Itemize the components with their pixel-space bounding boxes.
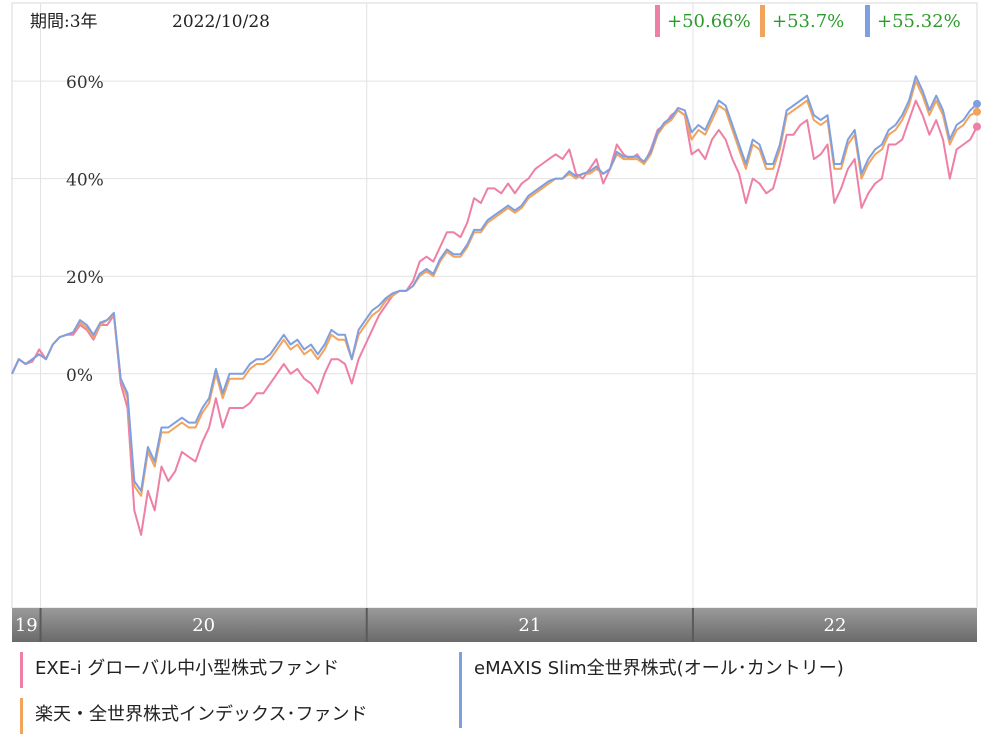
return-value: +50.66% bbox=[667, 11, 751, 32]
x-tick-label: 21 bbox=[518, 615, 541, 636]
x-axis-band-bg bbox=[12, 608, 977, 642]
legend-swatch bbox=[20, 698, 23, 734]
plot-border bbox=[11, 2, 978, 609]
series-line-0 bbox=[11, 99, 978, 536]
series-endpoint-1 bbox=[973, 107, 981, 116]
legend-swatch bbox=[20, 652, 23, 688]
grid bbox=[11, 2, 978, 609]
series-line-1 bbox=[11, 80, 978, 497]
y-axis: 60% 40% 20% 0% bbox=[66, 73, 104, 386]
legend-item-rakuten: 楽天・全世界株式インデックス･ファンド bbox=[20, 698, 367, 734]
return-swatch bbox=[865, 5, 870, 37]
legend-swatch bbox=[459, 652, 462, 728]
return-value: +53.7% bbox=[772, 11, 844, 32]
line-chart: 60% 40% 20% 0% 19 20 21 22 期間:3年 2022/10/28 +5… bbox=[11, 2, 981, 642]
series-endpoint-0 bbox=[973, 122, 981, 131]
y-tick-label: 40% bbox=[66, 171, 104, 191]
date-label: 2022/10/28 bbox=[172, 12, 270, 32]
x-tick-label: 19 bbox=[15, 615, 38, 636]
chart-area: 60% 40% 20% 0% 19 20 21 22 期間:3年 2022/10/28 +5… bbox=[11, 2, 981, 642]
series-group bbox=[11, 75, 981, 536]
y-tick-label: 0% bbox=[66, 366, 93, 386]
return-badges: +50.66% +53.7% +55.32% bbox=[655, 5, 961, 37]
y-tick-label: 60% bbox=[66, 73, 104, 93]
legend-label: 楽天・全世界株式インデックス･ファンド bbox=[35, 704, 368, 725]
legend-label: eMAXIS Slim全世界株式(オール･カントリー) bbox=[474, 658, 844, 679]
x-tick-label: 22 bbox=[824, 615, 847, 636]
chart-header: 期間:3年 2022/10/28 bbox=[30, 12, 270, 32]
return-value: +55.32% bbox=[877, 11, 961, 32]
y-tick-label: 20% bbox=[66, 268, 104, 288]
legend: EXE-i グローバル中小型株式ファンド 楽天・全世界株式インデックス･ファンド… bbox=[0, 648, 998, 741]
legend-item-emaxis: eMAXIS Slim全世界株式(オール･カントリー) bbox=[459, 652, 889, 728]
legend-item-exe-i: EXE-i グローバル中小型株式ファンド bbox=[20, 652, 339, 688]
period-label: 期間:3年 bbox=[30, 12, 98, 32]
series-endpoint-2 bbox=[973, 99, 981, 108]
x-axis-band: 19 20 21 22 bbox=[12, 608, 977, 642]
x-tick-label: 20 bbox=[192, 615, 215, 636]
return-swatch bbox=[760, 5, 765, 37]
series-line-2 bbox=[11, 75, 978, 492]
return-swatch bbox=[655, 5, 660, 37]
legend-label: EXE-i グローバル中小型株式ファンド bbox=[35, 658, 340, 679]
